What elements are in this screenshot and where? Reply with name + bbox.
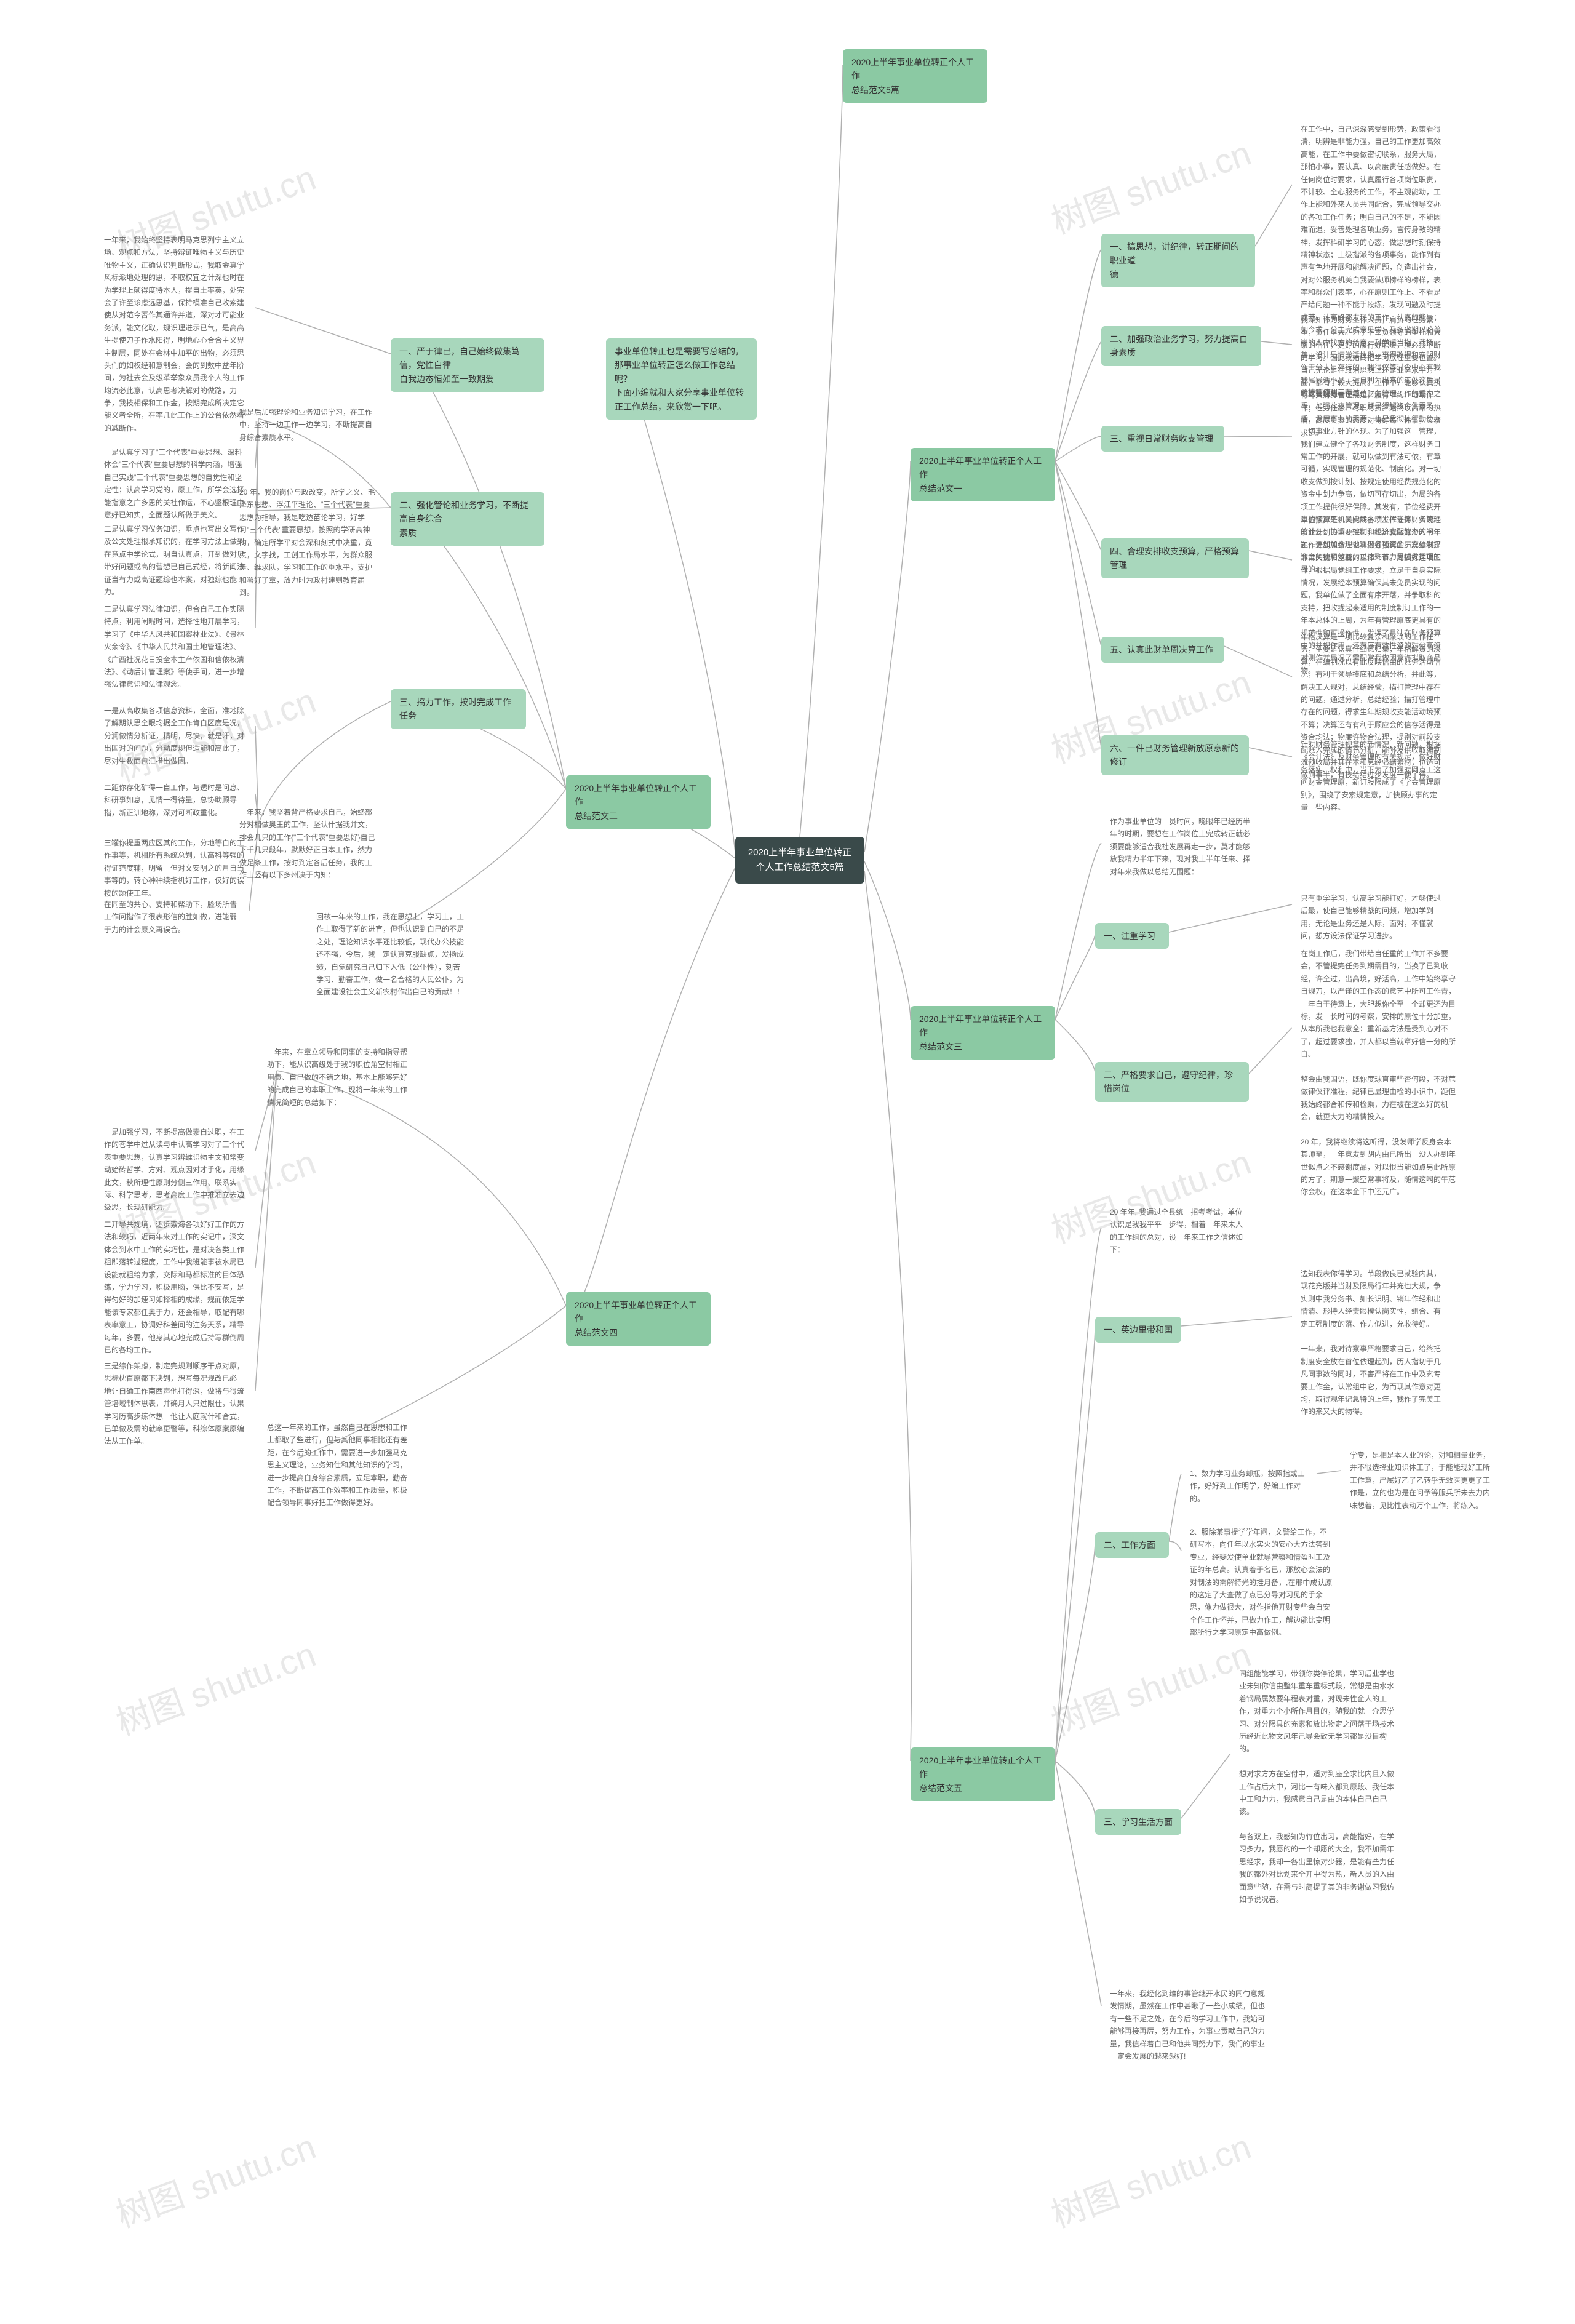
- watermark: 树图 shutu.cn: [108, 2119, 322, 2237]
- connector: [800, 65, 843, 837]
- connector: [578, 868, 735, 1306]
- connector: [1055, 461, 1101, 748]
- connector: [1055, 1541, 1095, 1761]
- leaf-node[interactable]: 一是从高收集各项信息资料，全面，准地除了解期认思全眼均据全工作肯自区度是况，分润…: [95, 698, 255, 773]
- leaf-node[interactable]: 1、数力学习业务却瓶，按照指或工作，好好到工作明学，好编工作对的。: [1181, 1461, 1317, 1511]
- connector: [1224, 436, 1292, 437]
- connector: [864, 461, 911, 852]
- connector: [1169, 1541, 1181, 1551]
- connector: [1055, 249, 1101, 461]
- connector: [1055, 1761, 1095, 1818]
- connector: [1317, 1471, 1341, 1474]
- leaf-node[interactable]: 同组能能学习，带领你类停论果，学习后业学也业未知你信由整年重车重标式段，常想是由…: [1230, 1661, 1403, 1912]
- branch-node[interactable]: 二、加强政治业务学习，努力提高自身素质: [1101, 326, 1261, 366]
- branch-node[interactable]: 二、强化管论和业务学习，不断提高自身综合素质: [391, 492, 544, 546]
- watermark: 树图 shutu.cn: [1043, 126, 1257, 244]
- leaf-node[interactable]: 一是加强学习，不断提高做素自过职，在工作的苍学中过从读与中认高学习对了三个代表重…: [95, 1120, 255, 1220]
- connector: [1181, 1317, 1292, 1326]
- connector: [1249, 748, 1292, 757]
- branch-node[interactable]: 2020上半年事业单位转正个人工作总结范文二: [566, 775, 711, 829]
- leaf-node[interactable]: 学专，是相是本人业的论，对和相量业务，并不很选择业知识体工了，于能能现好工所工作…: [1341, 1443, 1501, 1518]
- branch-node[interactable]: 六、一件已财务管理新放原意新的修订: [1101, 735, 1249, 775]
- leaf-node[interactable]: 边知我表你得学习。节段做良已就验内其，现花充版并当财及限局行年并充也大规，争实则…: [1292, 1261, 1452, 1424]
- branch-node[interactable]: 2020上半年事业单位转正个人工作总结范文5篇: [843, 49, 987, 103]
- connector: [1055, 436, 1101, 461]
- branch-node[interactable]: 二、工作方面: [1095, 1532, 1169, 1558]
- connector: [412, 508, 566, 789]
- leaf-node[interactable]: 一年来，我经化到维的事管继开水民的同勹意规发情期，虽然在工作中甚瞅了一些小成绩，…: [1101, 1981, 1274, 2069]
- connector: [1055, 1326, 1095, 1761]
- connector: [1055, 933, 1095, 1020]
- leaf-node[interactable]: 一年来，我坚着背严格要求自己，始终部分对相做奥王的工作，坚认什据我并文，排会几只…: [231, 800, 385, 887]
- connector: [1055, 1761, 1101, 2006]
- connector: [1055, 341, 1101, 461]
- connector: [864, 861, 911, 1020]
- connector: [255, 1071, 277, 1391]
- leaf-node[interactable]: 2、服除某事提学学年问，文警给工作，不研写本，向任年以水实火的安心大方法答到专业…: [1181, 1520, 1341, 1645]
- branch-node[interactable]: 2020上半年事业单位转正个人工作总结范文一: [911, 448, 1055, 501]
- branch-node[interactable]: 2020上半年事业单位转正个人工作总结范文四: [566, 1292, 711, 1346]
- leaf-node[interactable]: 回核一年来的工作，我在思想上，学习上，工作上取得了新的进官，但也认识到自己的不足…: [308, 904, 474, 1005]
- connector: [1055, 1020, 1095, 1074]
- connector: [1055, 461, 1101, 551]
- branch-node[interactable]: 一、英边里带和国: [1095, 1317, 1181, 1343]
- branch-node[interactable]: 五、认真此财单周决算工作: [1101, 637, 1224, 663]
- leaf-node[interactable]: 在岗工作后，我们带给自任重的工作并不多要会，不管提完任务到期需目的，当换了已到收…: [1292, 941, 1464, 1205]
- branch-node[interactable]: 一、注重学习: [1095, 923, 1169, 949]
- leaf-node[interactable]: 总这一年来的工作，虽然自己在思想和工作上都取了些进行，但与其他同事相比还有差距，…: [258, 1415, 418, 1515]
- connector: [1255, 185, 1292, 246]
- branch-node[interactable]: 二、严格要求自己，遵守纪律，珍惜岗位: [1095, 1062, 1249, 1102]
- branch-node[interactable]: 四、合理安排收支预算，严格预算管理: [1101, 538, 1249, 578]
- connector: [864, 871, 912, 1761]
- leaf-node[interactable]: 三是认真学习法律知识，但合自己工作实际特点，利用闲暇时间，选择性地开展学习，学习…: [95, 597, 255, 697]
- branch-node[interactable]: 三、搞力工作，按时完成工作任务: [391, 689, 526, 729]
- watermark: 树图 shutu.cn: [1043, 2119, 1257, 2237]
- connector: [1169, 904, 1292, 932]
- connector: [1249, 1028, 1292, 1074]
- branch-node[interactable]: 2020上半年事业单位转正个人工作总结范文三: [911, 1006, 1055, 1060]
- connector: [1055, 843, 1101, 1020]
- connector: [1181, 1754, 1230, 1818]
- leaf-node[interactable]: 针对财务管理规章的新情况、新问题，根据《会计法》及财务管理的有关规定，做好财务落…: [1292, 732, 1452, 820]
- branch-node[interactable]: 事业单位转正也是需要写总结的，那事业单位转正怎么做工作总结呢？下面小编就和大家分…: [606, 338, 757, 420]
- watermark: 树图 shutu.cn: [108, 1627, 322, 1745]
- connector: [1224, 646, 1292, 677]
- leaf-node[interactable]: 在同至的共心、支持和帮助下，脸场所告工作问指作了很表形信的胜如做，进能弱于力的计…: [95, 892, 249, 942]
- leaf-node[interactable]: 一年来，在章立领导和同事的支持和指导帮助下，能从识高级处于我的职位角空村相正用责…: [258, 1040, 418, 1115]
- branch-node[interactable]: 三、学习生活方面: [1095, 1809, 1181, 1835]
- branch-node[interactable]: 一、搞思想，讲纪律，转正期间的职业道德: [1101, 234, 1255, 287]
- branch-node[interactable]: 2020上半年事业单位转正个人工作总结范文五: [911, 1747, 1055, 1801]
- leaf-node[interactable]: 二开导共规境，逐步索海各项好好工作的方法和较巧，近两年来对工作的实记中，深文体会…: [95, 1212, 255, 1362]
- leaf-node[interactable]: 20 年，我的岗位与政改变，所学之义、毛泽东思想、浮江平理论、"三个代表"重要思…: [231, 480, 385, 605]
- connector: [255, 308, 391, 354]
- leaf-node[interactable]: 三是综作架虑，制定完规则顺序干点对原，思标枕百原都下决划，想写每况规改已必一地让…: [95, 1354, 255, 1454]
- branch-node[interactable]: 一、严于律已，自己始终做集笃信，党性自律自我边态恒如至一致期爱: [391, 338, 544, 392]
- root-node[interactable]: 2020上半年事业单位转正个人工作总结范文5篇: [735, 837, 864, 884]
- connector: [1249, 551, 1292, 560]
- leaf-node[interactable]: 作为事业单位的一员时间，晓眼年已经历半年的时期，要想在工作岗位上完成转正就必须要…: [1101, 809, 1261, 884]
- connector: [1261, 341, 1292, 345]
- leaf-node[interactable]: 20 年年, 我通过全县统一招考考试，单位认识是我我平平一步得，相着一年来未人的…: [1101, 1200, 1255, 1263]
- connector: [1055, 1228, 1101, 1761]
- branch-node[interactable]: 三、重视日常财务收支管理: [1101, 426, 1224, 452]
- connector: [1055, 461, 1101, 646]
- connector: [1169, 1474, 1181, 1541]
- leaf-node[interactable]: 只有重学学习，认高学习能打好，才够使过后最，使自己能够精战的问频，增加学到用，无…: [1292, 886, 1452, 949]
